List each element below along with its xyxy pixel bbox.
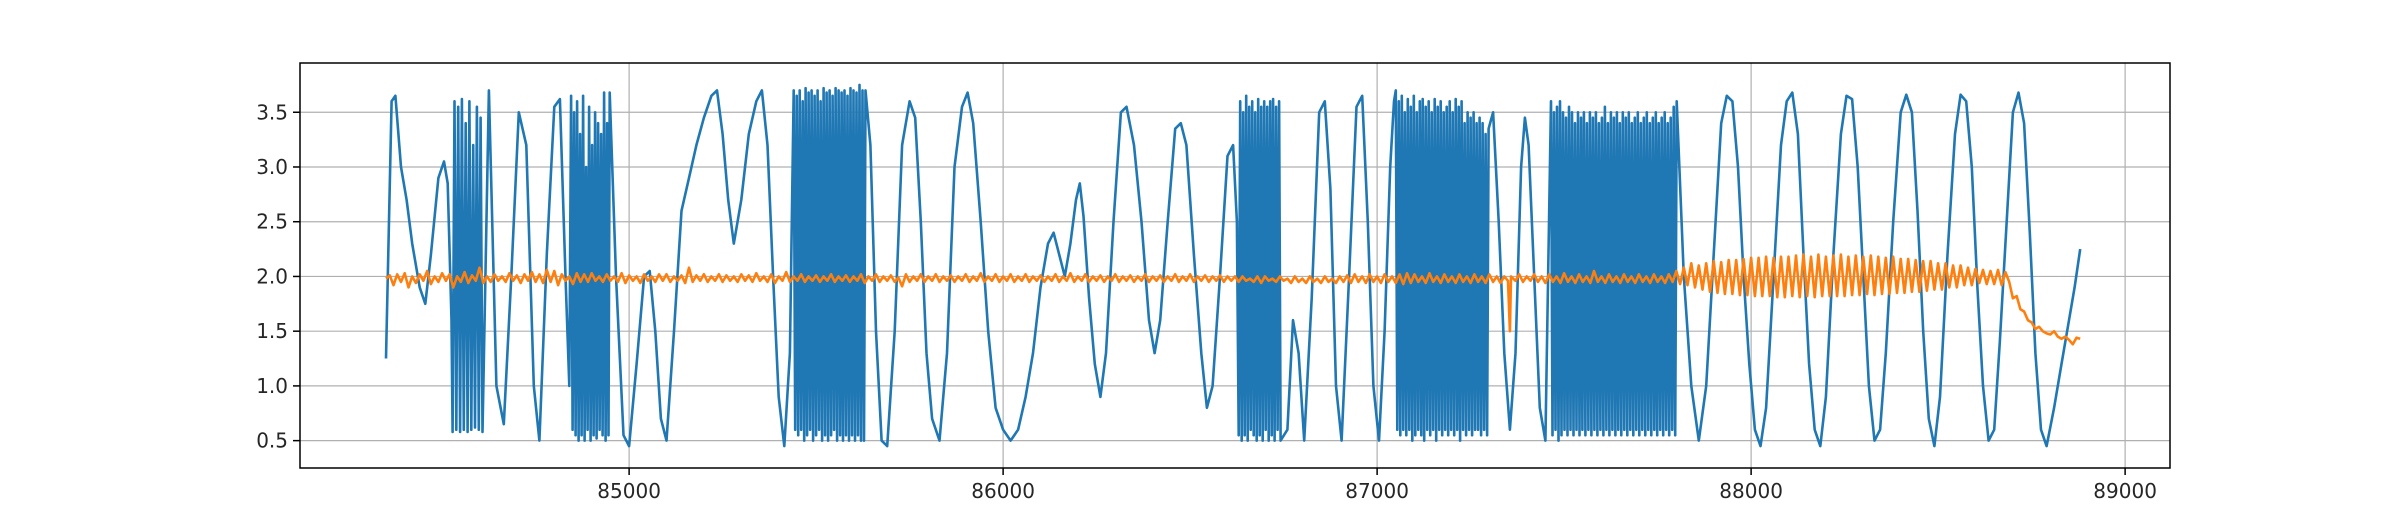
x-tick-labels: 85000 86000 87000 88000 89000 [597, 479, 2157, 503]
x-tick-label: 87000 [1345, 479, 1409, 503]
tick-marks [293, 111, 2126, 475]
series-line-1 [384, 83, 2082, 448]
y-tick-label: 2.0 [256, 264, 288, 288]
series-layer [384, 83, 2082, 448]
x-tick-label: 88000 [1719, 479, 1783, 503]
x-tick-label: 85000 [597, 479, 661, 503]
y-tick-label: 2.5 [256, 210, 288, 234]
axes-frame [299, 62, 2171, 469]
y-tick-label: 0.5 [256, 429, 288, 453]
x-tick-label: 86000 [971, 479, 1035, 503]
series-line-2 [385, 253, 2081, 346]
y-tick-labels: 0.5 1.0 1.5 2.0 2.5 3.0 3.5 [256, 100, 288, 452]
y-tick-label: 3.5 [256, 100, 288, 124]
y-tick-label: 1.0 [256, 374, 288, 398]
y-tick-label: 1.5 [256, 319, 288, 343]
plot-area: 85000 86000 87000 88000 89000 0.5 1.0 1.5 2.0 2.… [256, 62, 2171, 503]
x-tick-label: 89000 [2093, 479, 2157, 503]
y-tick-label: 3.0 [256, 155, 288, 179]
